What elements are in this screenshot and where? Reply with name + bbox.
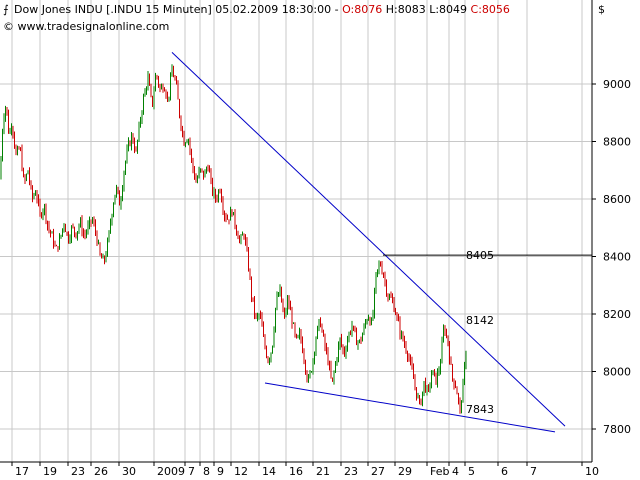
x-tick-label: Feb: [430, 465, 449, 478]
level-label: 8142: [466, 314, 494, 327]
level-label: 7843: [466, 403, 494, 416]
x-tick-label: 17: [15, 465, 29, 478]
chart-header: ⨍ Dow Jones INDU [.INDU 15 Minuten] 05.0…: [3, 3, 605, 33]
y-tick-label: 9000: [603, 78, 631, 91]
x-tick-label: 14: [262, 465, 276, 478]
x-tick-label: 10: [585, 465, 599, 478]
x-tick-label: 12: [234, 465, 248, 478]
y-axis-ticks: 7800 8000 8200 8400 8600 8800 9000: [592, 78, 631, 436]
annotation-labels: 8405 8142 7843: [466, 249, 494, 416]
grid: [0, 0, 592, 462]
chart-icon[interactable]: ⨍: [3, 3, 9, 16]
x-tick-label: 23: [71, 465, 85, 478]
trendline: [264, 382, 556, 433]
axes: [0, 0, 593, 463]
instrument-title: Dow Jones INDU [.INDU 15 Minuten] 05.02.…: [14, 3, 342, 16]
y-tick-label: 8000: [603, 366, 631, 379]
x-tick-label: 5: [468, 465, 475, 478]
x-tick-label: 19: [43, 465, 57, 478]
x-tick-label: 8: [203, 465, 210, 478]
header-text: Dow Jones INDU [.INDU 15 Minuten] 05.02.…: [14, 3, 510, 16]
y-tick-label: 7800: [603, 423, 631, 436]
x-tick-label: 23: [344, 465, 358, 478]
watermark: © www.tradesignalonline.com: [3, 20, 169, 33]
x-tick-label: 27: [371, 465, 385, 478]
x-tick-label: 2009: [157, 465, 185, 478]
x-tick-label: 6: [501, 465, 508, 478]
currency-label: $: [598, 3, 605, 16]
x-tick-label: 4: [452, 465, 459, 478]
x-tick-label: 26: [94, 465, 108, 478]
level-label: 8405: [466, 249, 494, 262]
open-value: O:8076: [342, 3, 382, 16]
candlesticks: [0, 64, 467, 414]
x-tick-label: 9: [217, 465, 224, 478]
y-tick-label: 8600: [603, 193, 631, 206]
low-value: L:8049: [426, 3, 467, 16]
x-tick-label: 7: [188, 465, 195, 478]
x-tick-label: 7: [530, 465, 537, 478]
drawing-objects: [171, 52, 592, 433]
x-tick-label: 16: [289, 465, 303, 478]
y-tick-label: 8400: [603, 251, 631, 264]
y-tick-label: 8200: [603, 308, 631, 321]
x-tick-label: 30: [122, 465, 136, 478]
y-tick-label: 8800: [603, 136, 631, 149]
x-tick-label: 21: [316, 465, 330, 478]
x-axis-ticks: 17 19 23 26 30 2009 7 8 9 12 14 16 21 23 27 29 Feb 4 5 6 7 10: [11, 462, 599, 478]
x-tick-label: 29: [398, 465, 412, 478]
high-value: H:8083: [382, 3, 425, 16]
close-value: C:8056: [467, 3, 510, 16]
trendline: [171, 52, 566, 427]
